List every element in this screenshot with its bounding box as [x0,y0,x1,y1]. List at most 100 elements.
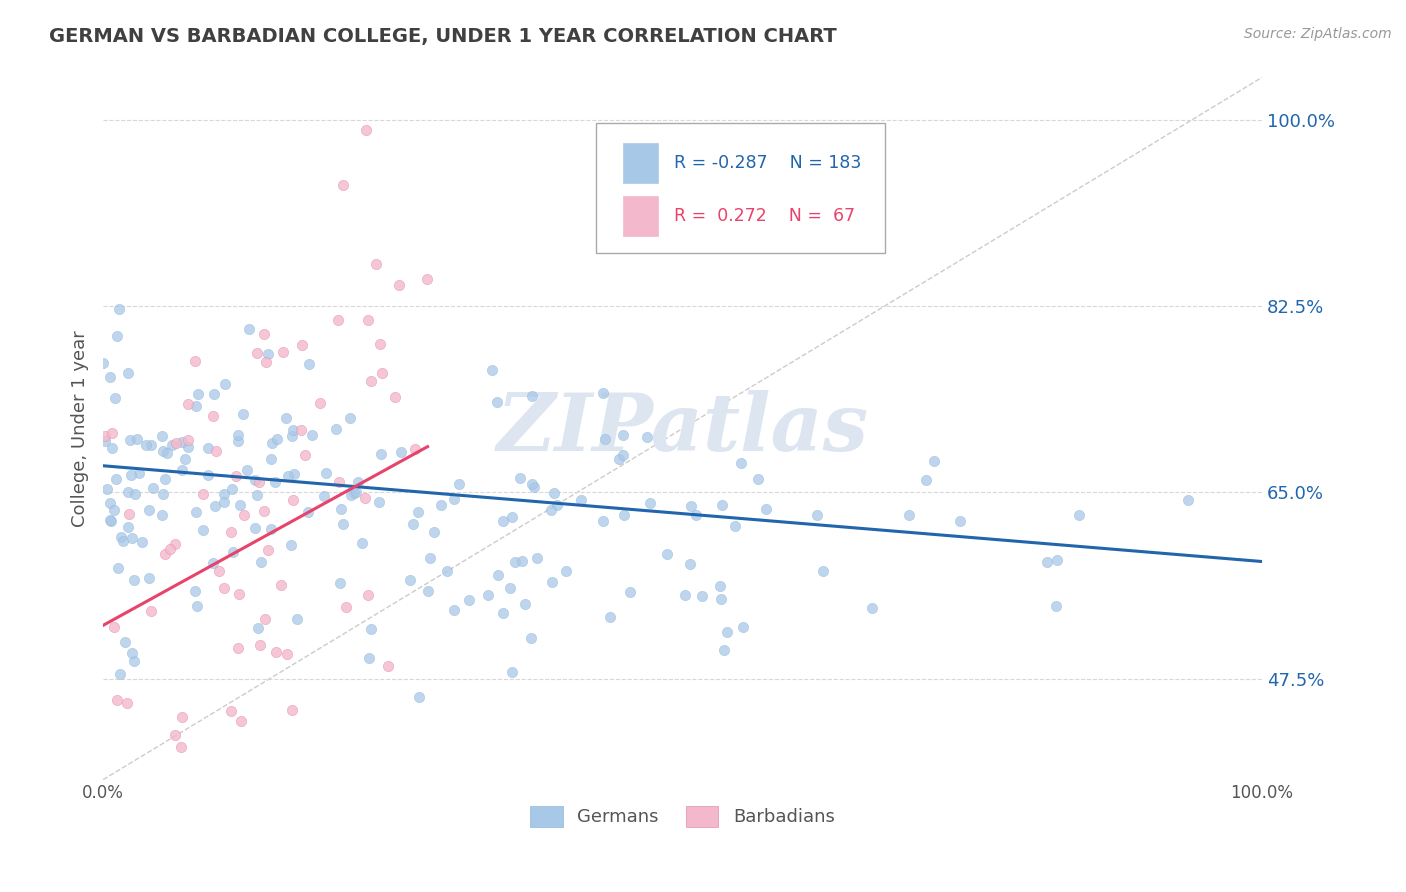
Point [105,328,128,343]
Point [314,489,336,503]
Point [416,272,439,286]
Point [520,476,543,491]
Point [177,397,200,411]
Point [271,345,294,359]
Point [1036,555,1059,569]
Point [170,739,193,754]
Point [110,530,132,544]
Point [283,423,305,437]
Point [155,798,177,813]
Point [713,643,735,657]
Point [122,654,145,668]
Point [100,514,122,528]
Point [343,485,366,500]
Point [170,462,193,476]
Point [155,472,177,486]
Point [492,514,515,528]
Point [91,356,114,370]
Point [142,482,165,496]
Point [360,623,382,637]
Point [120,433,142,447]
Point [105,472,128,486]
Point [138,571,160,585]
Point [723,519,745,533]
Point [481,363,503,377]
Point [357,650,380,665]
Point [730,456,752,470]
Point [263,882,285,892]
Point [329,576,352,591]
Point [186,599,208,613]
Point [114,635,136,649]
Point [257,542,280,557]
Point [266,433,288,447]
Point [108,301,131,316]
Point [593,432,616,446]
Point [371,366,394,380]
Point [183,354,205,368]
Point [246,346,269,360]
Point [233,508,256,522]
Point [402,516,425,531]
Point [228,587,250,601]
Point [287,612,309,626]
Point [260,522,283,536]
Point [811,564,834,578]
Point [212,581,235,595]
Point [949,514,972,528]
Point [191,487,214,501]
Point [486,568,509,582]
Point [377,658,399,673]
Point [406,505,429,519]
Point [163,728,186,742]
Point [231,714,253,728]
Point [254,612,277,626]
Legend: Germans, Barbadians: Germans, Barbadians [523,798,842,834]
Point [447,477,470,491]
Point [105,692,128,706]
Text: GERMAN VS BARBADIAN COLLEGE, UNDER 1 YEAR CORRELATION CHART: GERMAN VS BARBADIAN COLLEGE, UNDER 1 YEA… [49,27,837,45]
Point [276,411,298,425]
Point [1045,599,1067,613]
Point [860,600,883,615]
Point [135,437,157,451]
Point [249,639,271,653]
Point [357,588,380,602]
Point [897,508,920,522]
Point [120,467,142,482]
Point [276,648,298,662]
Point [107,560,129,574]
Point [264,645,287,659]
Point [710,498,733,512]
Point [418,583,440,598]
Point [1177,492,1199,507]
Point [281,703,304,717]
Point [526,550,548,565]
Point [127,432,149,446]
Point [277,469,299,483]
Point [443,492,465,507]
Point [710,591,733,606]
Point [350,535,373,549]
Point [612,428,634,442]
Point [222,545,245,559]
Point [253,504,276,518]
Point [202,386,225,401]
Point [260,452,283,467]
Point [501,509,523,524]
Point [100,496,122,510]
Point [243,521,266,535]
Point [121,646,143,660]
Point [283,467,305,482]
Point [298,358,321,372]
Point [208,564,231,578]
Point [253,326,276,341]
Point [219,524,242,539]
Point [108,666,131,681]
Point [243,473,266,487]
Point [152,486,174,500]
Point [138,503,160,517]
Point [98,369,121,384]
Point [184,504,207,518]
Point [657,547,679,561]
